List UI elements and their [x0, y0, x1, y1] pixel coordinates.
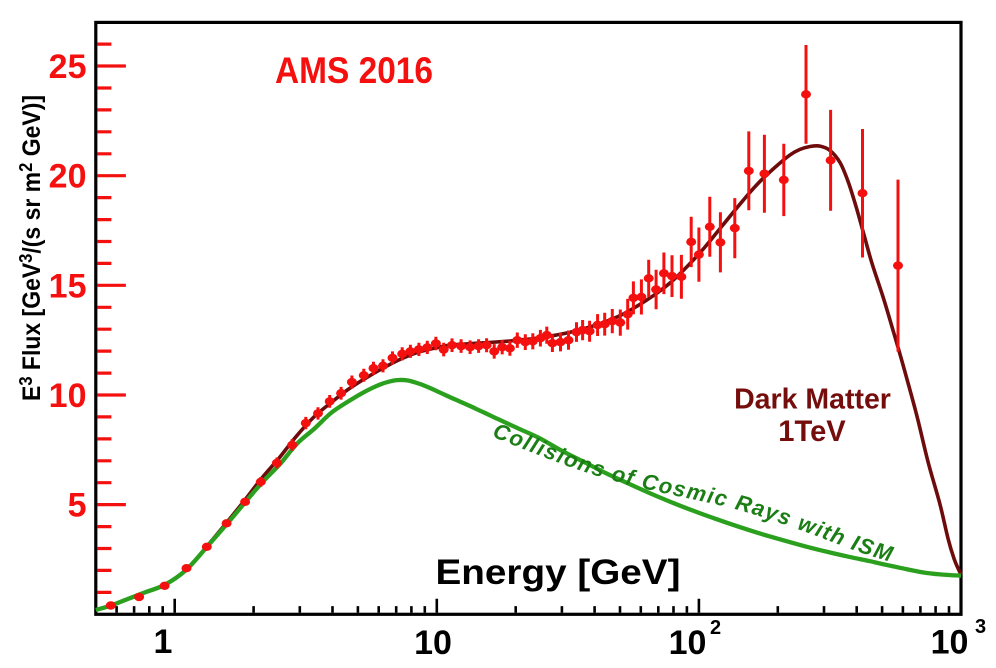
svg-text:Dark Matter: Dark Matter [734, 384, 891, 416]
svg-text:2: 2 [710, 617, 721, 639]
svg-text:10: 10 [669, 624, 707, 662]
svg-text:Energy [GeV]: Energy [GeV] [436, 552, 681, 592]
svg-text:E3 Flux [GeV3/(s sr m2 GeV)]: E3 Flux [GeV3/(s sr m2 GeV)] [16, 95, 46, 401]
svg-text:3: 3 [975, 616, 986, 638]
svg-text:10: 10 [931, 624, 969, 662]
svg-text:AMS 2016: AMS 2016 [275, 50, 433, 91]
svg-text:1TeV: 1TeV [778, 415, 846, 448]
svg-text:15: 15 [49, 267, 87, 305]
svg-text:5: 5 [68, 487, 87, 525]
svg-text:10: 10 [49, 377, 87, 415]
svg-text:1: 1 [154, 623, 173, 661]
svg-text:10: 10 [414, 624, 452, 662]
svg-text:20: 20 [49, 158, 87, 196]
svg-text:25: 25 [49, 48, 87, 86]
